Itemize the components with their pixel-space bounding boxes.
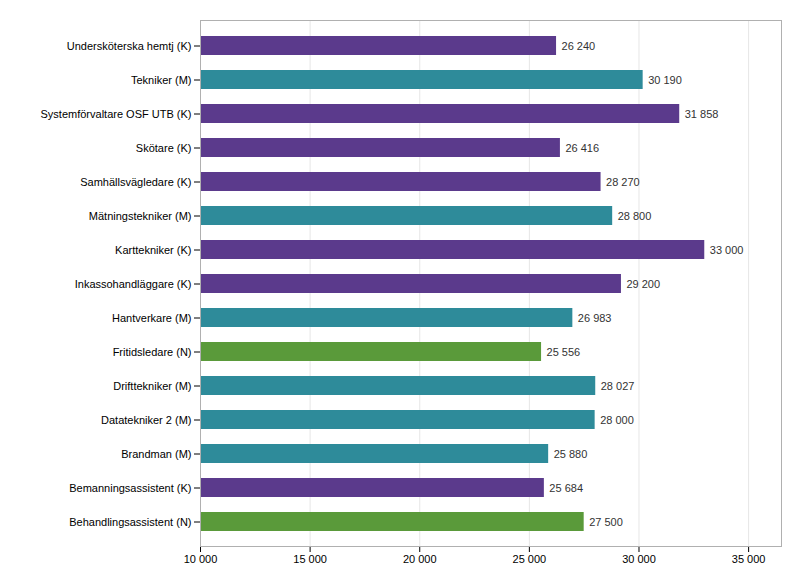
svg-text:27 500: 27 500 — [589, 516, 623, 528]
svg-text:Hantverkare (M): Hantverkare (M) — [112, 312, 191, 324]
svg-text:29 200: 29 200 — [626, 278, 660, 290]
svg-text:25 880: 25 880 — [554, 448, 588, 460]
svg-text:26 416: 26 416 — [565, 142, 599, 154]
svg-text:Fritidsledare (N): Fritidsledare (N) — [113, 346, 192, 358]
svg-text:Datatekniker 2 (M): Datatekniker 2 (M) — [101, 414, 191, 426]
svg-text:Mätningstekniker (M): Mätningstekniker (M) — [89, 210, 192, 222]
svg-text:26 983: 26 983 — [578, 312, 612, 324]
svg-text:25 000: 25 000 — [513, 553, 547, 565]
svg-text:25 556: 25 556 — [547, 346, 581, 358]
svg-text:Samhällsvägledare (K): Samhällsvägledare (K) — [80, 176, 191, 188]
svg-text:Tekniker (M): Tekniker (M) — [131, 74, 192, 86]
svg-text:Karttekniker (K): Karttekniker (K) — [115, 244, 191, 256]
svg-text:30 000: 30 000 — [622, 553, 656, 565]
svg-text:28 270: 28 270 — [606, 176, 640, 188]
svg-text:28 800: 28 800 — [618, 210, 652, 222]
svg-text:15 000: 15 000 — [293, 553, 327, 565]
svg-text:25 684: 25 684 — [549, 482, 583, 494]
svg-text:31 858: 31 858 — [685, 108, 719, 120]
svg-text:Systemförvaltare OSF UTB (K): Systemförvaltare OSF UTB (K) — [41, 108, 192, 120]
svg-text:Skötare (K): Skötare (K) — [136, 142, 192, 154]
svg-text:26 240: 26 240 — [562, 40, 596, 52]
svg-text:30 190: 30 190 — [648, 74, 682, 86]
svg-text:Brandman (M): Brandman (M) — [121, 448, 191, 460]
svg-text:28 027: 28 027 — [601, 380, 635, 392]
svg-text:Bemanningsassistent (K): Bemanningsassistent (K) — [69, 482, 191, 494]
svg-text:33 000: 33 000 — [710, 244, 744, 256]
svg-text:Drifttekniker (M): Drifttekniker (M) — [113, 380, 191, 392]
svg-text:Undersköterska hemtj (K): Undersköterska hemtj (K) — [67, 40, 192, 52]
svg-text:Behandlingsassistent (N): Behandlingsassistent (N) — [69, 516, 191, 528]
svg-text:20 000: 20 000 — [403, 553, 437, 565]
svg-text:35 000: 35 000 — [732, 553, 766, 565]
svg-text:28 000: 28 000 — [600, 414, 634, 426]
svg-text:Inkassohandläggare (K): Inkassohandläggare (K) — [75, 278, 192, 290]
svg-text:10 000: 10 000 — [184, 553, 218, 565]
